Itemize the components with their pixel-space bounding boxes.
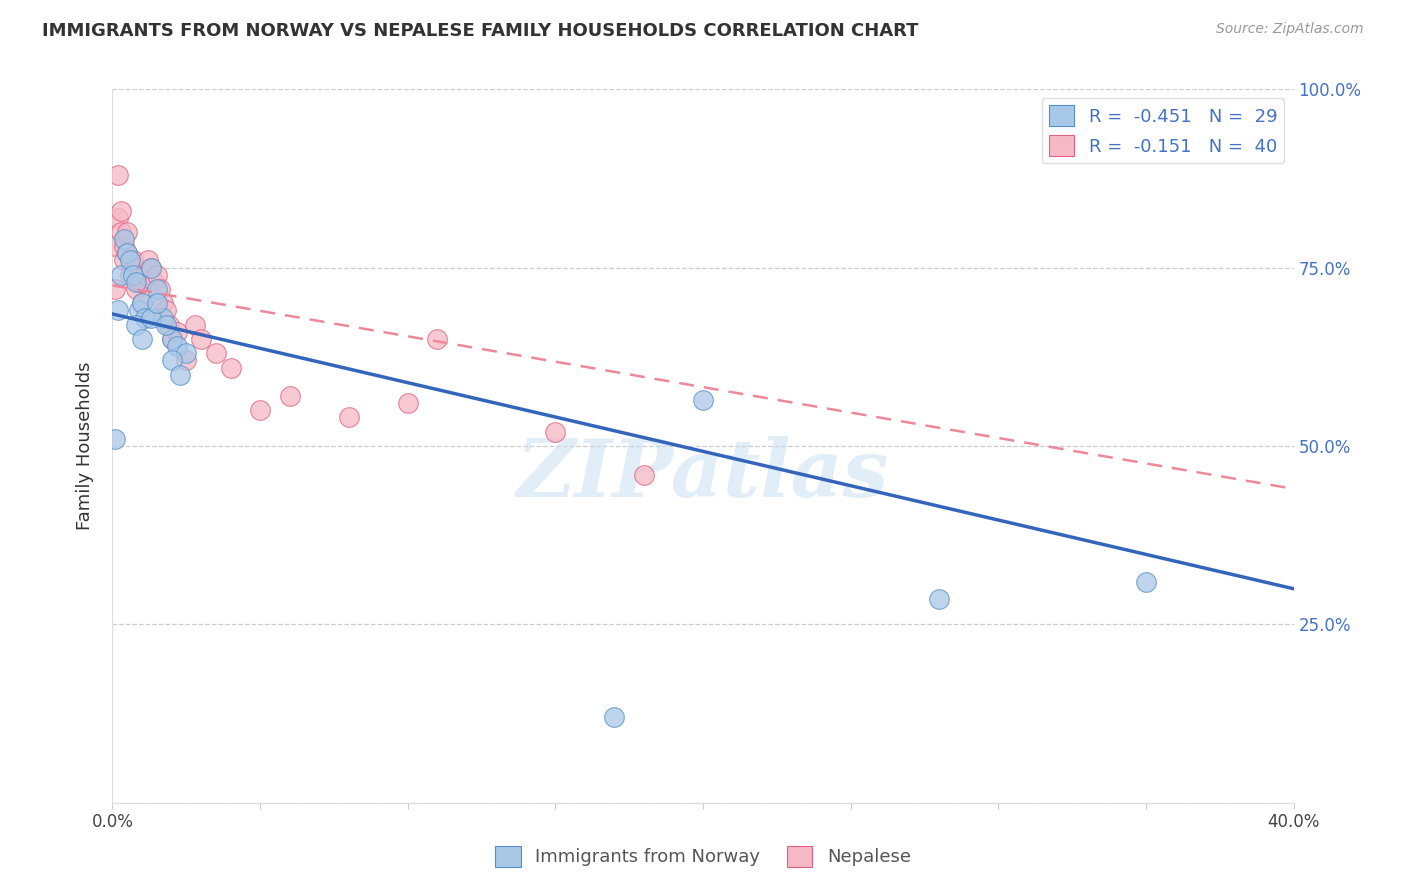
Point (155, 303, 177, 318)
Point (190, 332, 212, 346)
Point (396, 396, 419, 410)
Point (278, 389, 301, 403)
Point (155, 318, 177, 332)
Point (544, 425, 567, 439)
Point (174, 353, 197, 368)
Point (104, 432, 127, 446)
Point (120, 268, 142, 282)
Point (125, 318, 148, 332)
Point (131, 296, 153, 310)
Text: Source: ZipAtlas.com: Source: ZipAtlas.com (1216, 22, 1364, 37)
Point (426, 332, 449, 346)
Point (104, 282, 127, 296)
Point (146, 268, 169, 282)
Point (107, 303, 129, 318)
Point (169, 368, 191, 382)
Point (128, 275, 150, 289)
Point (139, 260, 162, 275)
Point (152, 310, 174, 325)
Point (692, 392, 714, 407)
Point (120, 253, 142, 268)
Point (160, 353, 183, 368)
Point (112, 232, 135, 246)
Point (110, 225, 132, 239)
Point (219, 360, 242, 375)
Point (125, 275, 148, 289)
Point (928, 592, 950, 607)
Point (122, 253, 145, 268)
Point (157, 318, 180, 332)
Point (146, 296, 169, 310)
Point (633, 467, 655, 482)
Point (131, 332, 153, 346)
Point (134, 268, 156, 282)
Text: ZIPatlas: ZIPatlas (517, 436, 889, 513)
Point (122, 268, 145, 282)
Point (117, 246, 138, 260)
Point (110, 203, 132, 218)
Point (337, 410, 360, 425)
Point (160, 332, 183, 346)
Point (160, 332, 183, 346)
Point (152, 296, 174, 310)
Point (205, 346, 228, 360)
Point (139, 260, 162, 275)
Point (104, 239, 127, 253)
Point (1135, 574, 1157, 589)
Legend: R =  -0.451   N =  29, R =  -0.151   N =  40: R = -0.451 N = 29, R = -0.151 N = 40 (1042, 98, 1285, 163)
Point (146, 282, 169, 296)
Point (107, 168, 129, 182)
Legend: Immigrants from Norway, Nepalese: Immigrants from Norway, Nepalese (488, 838, 918, 874)
Point (166, 339, 188, 353)
Point (174, 346, 197, 360)
Point (142, 275, 165, 289)
Point (131, 275, 153, 289)
Point (128, 303, 150, 318)
Point (112, 253, 135, 268)
Point (603, 710, 626, 724)
Point (136, 253, 159, 268)
Point (125, 282, 148, 296)
Point (166, 325, 188, 339)
Point (139, 310, 162, 325)
Point (110, 268, 132, 282)
Point (112, 239, 135, 253)
Point (149, 282, 172, 296)
Y-axis label: Family Households: Family Households (76, 362, 94, 530)
Point (134, 310, 156, 325)
Point (107, 211, 129, 225)
Point (249, 403, 271, 417)
Point (131, 296, 153, 310)
Text: IMMIGRANTS FROM NORWAY VS NEPALESE FAMILY HOUSEHOLDS CORRELATION CHART: IMMIGRANTS FROM NORWAY VS NEPALESE FAMIL… (42, 22, 918, 40)
Point (117, 225, 138, 239)
Point (184, 318, 207, 332)
Point (125, 260, 148, 275)
Point (117, 246, 138, 260)
